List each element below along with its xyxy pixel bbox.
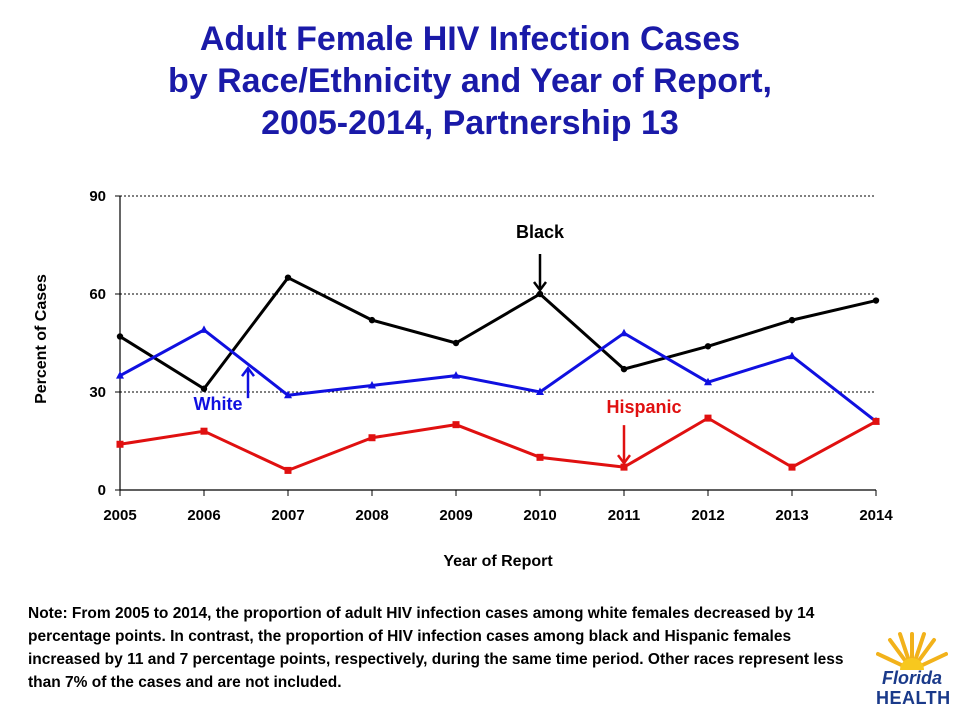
x-tick-label: 2013 — [775, 507, 808, 524]
y-tick-label: 90 — [89, 188, 106, 205]
annotation-arrowhead-white — [241, 366, 255, 377]
data-point-hispanic — [368, 434, 376, 442]
annotation-arrowhead-hispanic — [617, 454, 631, 466]
x-tick-label: 2005 — [103, 507, 136, 524]
title-line-2: by Race/Ethnicity and Year of Report, — [168, 62, 772, 100]
data-point-hispanic — [704, 414, 712, 422]
x-tick-label: 2012 — [691, 507, 724, 524]
annotation-label-hispanic: Hispanic — [606, 397, 681, 417]
series-line-white — [119, 328, 877, 423]
x-tick-label: 2009 — [439, 507, 472, 524]
chart-note: Note: From 2005 to 2014, the proportion … — [28, 605, 844, 691]
data-point-hispanic — [788, 463, 796, 471]
x-tick-label: 2006 — [187, 507, 220, 524]
data-point-white — [368, 380, 376, 389]
logo-word-florida: Florida — [881, 668, 942, 688]
data-point-hispanic — [536, 453, 544, 461]
data-point-white — [116, 371, 124, 379]
data-point-white — [788, 351, 796, 360]
data-point-hispanic — [200, 427, 208, 435]
title-line-3: 2005-2014, Partnership 13 — [261, 104, 679, 142]
series-line-black — [119, 276, 877, 391]
data-point-black — [620, 365, 628, 373]
series-line-hispanic — [119, 416, 877, 472]
data-point-black — [116, 333, 124, 340]
data-point-black — [368, 316, 376, 324]
chart-title: Adult Female HIV Infection Cases by Race… — [0, 18, 940, 144]
data-point-black — [704, 343, 712, 350]
y-tick-label: 60 — [89, 286, 106, 303]
x-tick-label: 2011 — [608, 507, 641, 524]
data-point-white — [452, 371, 460, 379]
x-tick-label: 2010 — [523, 507, 556, 524]
data-point-black — [284, 274, 292, 281]
x-tick-label: 2007 — [271, 507, 304, 524]
data-point-white — [284, 390, 292, 399]
sun-icon — [876, 632, 948, 682]
x-axis-label: Year of Report — [443, 553, 553, 570]
data-point-hispanic — [284, 466, 292, 474]
data-point-black — [536, 290, 544, 298]
y-tick-label: 0 — [98, 482, 106, 499]
data-point-black — [788, 316, 796, 324]
y-tick-label: 30 — [89, 384, 106, 401]
data-point-hispanic — [116, 440, 124, 448]
x-tick-label: 2014 — [859, 507, 893, 524]
data-point-hispanic — [452, 421, 460, 429]
data-point-hispanic — [620, 463, 628, 471]
y-axis-label: Percent of Cases — [33, 274, 50, 404]
x-tick-label: 2008 — [355, 507, 388, 524]
florida-health-logo: Florida HEALTH — [876, 628, 951, 712]
annotation-label-black: Black — [516, 222, 565, 242]
data-point-white — [620, 328, 628, 337]
line-chart: 0 30 60 90 2005 2006 2007 2008 2009 2010 2011 2012 2… — [33, 188, 893, 570]
data-point-black — [872, 297, 880, 304]
data-point-white — [200, 325, 208, 333]
data-point-black — [452, 339, 460, 347]
annotation-arrowhead-black — [533, 281, 547, 293]
data-point-hispanic — [872, 417, 880, 425]
logo-word-health: HEALTH — [876, 688, 951, 708]
data-point-white — [704, 377, 712, 386]
annotation-label-white: White — [194, 394, 243, 414]
title-line-1: Adult Female HIV Infection Cases — [199, 20, 741, 58]
data-point-white — [536, 387, 544, 395]
data-point-black — [200, 385, 208, 392]
